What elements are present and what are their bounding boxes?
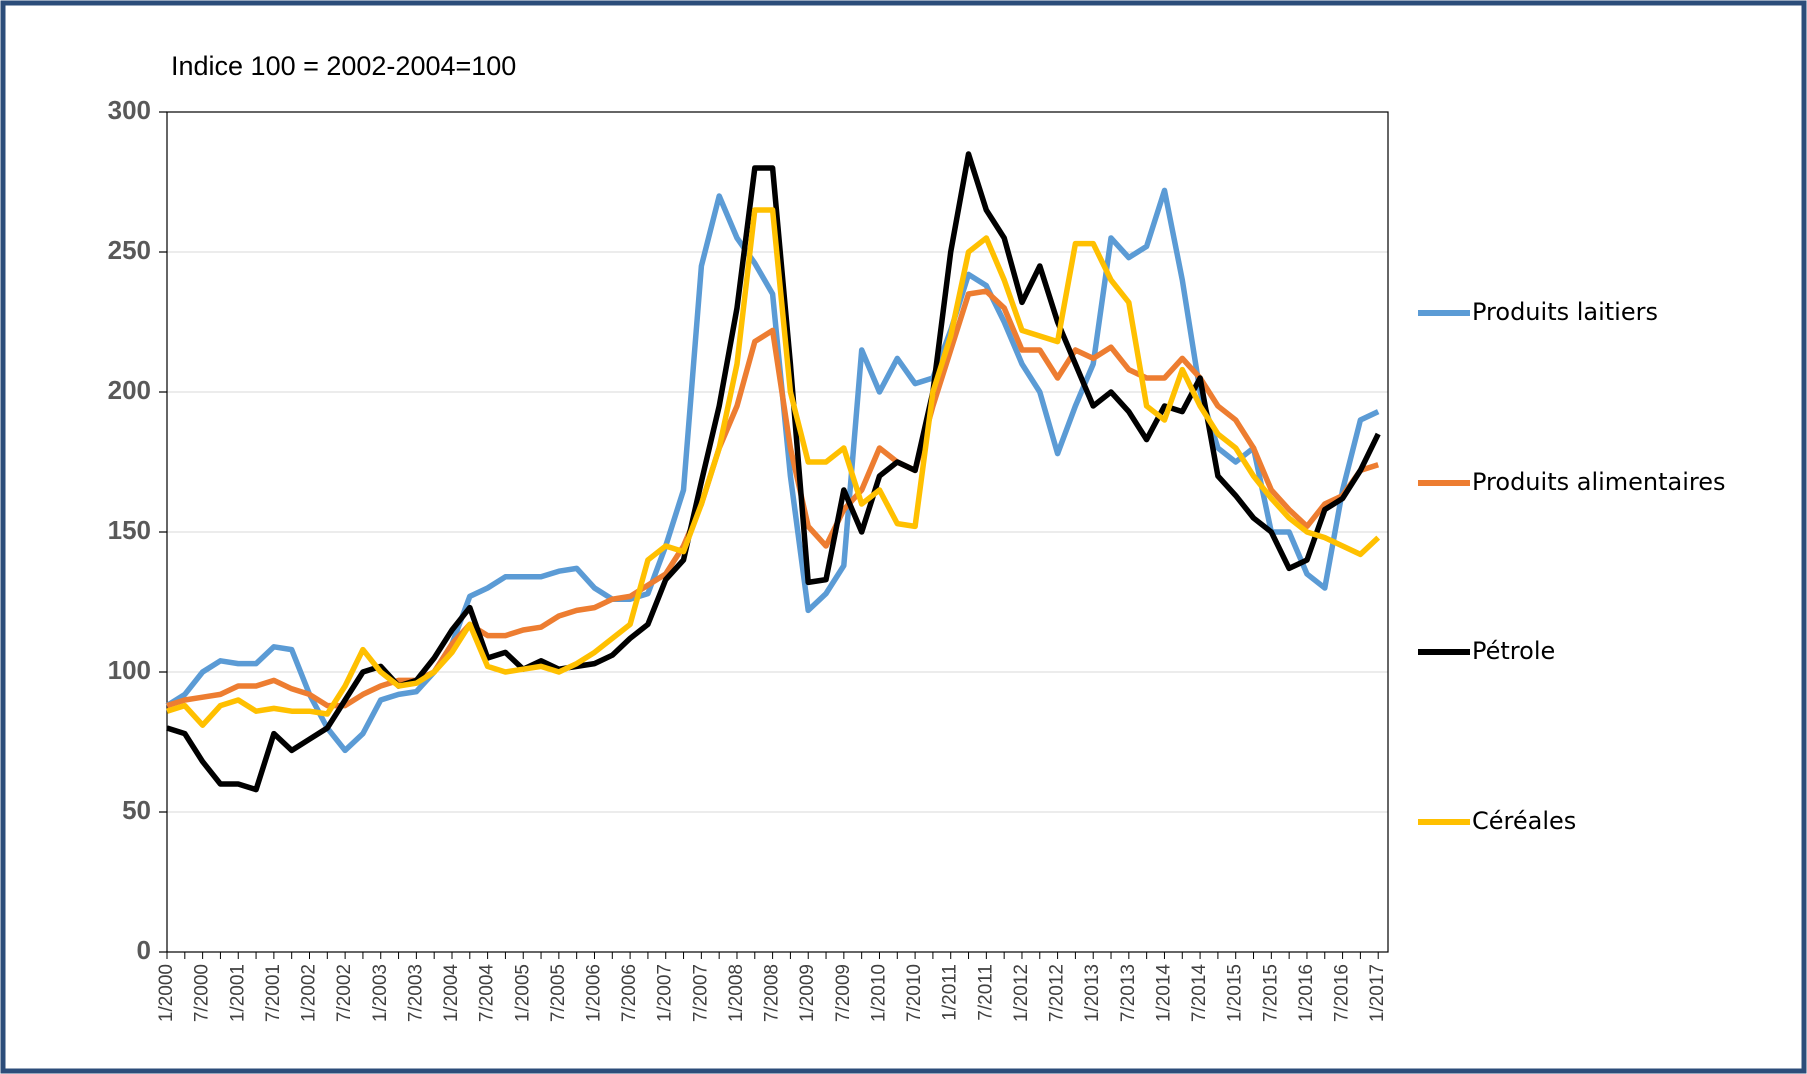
x-tick-label: 1/2016	[1296, 964, 1317, 1022]
x-tick-label: 1/2013	[1082, 964, 1103, 1022]
series-line	[166, 151, 1381, 793]
x-tick-label: 7/2011	[975, 964, 996, 1021]
legend-label: Pétrole	[1472, 637, 1555, 665]
y-tick-label: 250	[108, 235, 151, 265]
x-tick-label: 1/2011	[940, 964, 961, 1021]
x-tick-label: 7/2013	[1118, 964, 1139, 1022]
x-tick-label: 7/2003	[405, 964, 426, 1022]
x-tick-label: 7/2002	[334, 964, 355, 1022]
x-tick-label: 1/2017	[1367, 964, 1388, 1022]
x-tick-label: 7/2012	[1047, 964, 1068, 1022]
chart-title: Indice 100 = 2002-2004=100	[171, 51, 516, 81]
legend-label: Produits laitiers	[1472, 298, 1658, 326]
x-tick-label: 7/2004	[477, 964, 498, 1023]
x-tick-label: 1/2014	[1153, 964, 1174, 1023]
x-tick-label: 1/2012	[1011, 964, 1032, 1022]
x-tick-label: 7/2008	[762, 964, 783, 1022]
y-tick-label: 300	[108, 95, 151, 125]
x-tick-label: 7/2014	[1189, 964, 1210, 1023]
y-tick-label: 200	[108, 375, 151, 405]
x-tick-label: 1/2007	[655, 964, 676, 1022]
x-tick-label: 1/2001	[227, 964, 248, 1022]
x-tick-label: 1/2009	[797, 964, 818, 1022]
x-tick-label: 7/2007	[690, 964, 711, 1022]
series-line	[166, 288, 1380, 709]
x-tick-label: 7/2009	[833, 964, 854, 1022]
x-tick-label: 7/2005	[548, 964, 569, 1022]
legend-label: Produits alimentaires	[1472, 468, 1726, 496]
y-tick-label: 150	[108, 515, 151, 545]
y-tick-label: 50	[122, 795, 151, 825]
legend-label: Céréales	[1472, 807, 1576, 835]
series-line	[165, 187, 1380, 754]
x-tick-label: 7/2010	[904, 964, 925, 1022]
x-tick-label: 7/2006	[619, 964, 640, 1022]
y-tick-label: 0	[137, 935, 151, 965]
x-tick-label: 1/2005	[512, 964, 533, 1022]
x-tick-label: 1/2008	[726, 964, 747, 1022]
x-tick-label: 1/2004	[441, 964, 462, 1023]
x-tick-label: 1/2003	[370, 964, 391, 1022]
x-tick-label: 7/2000	[192, 964, 213, 1022]
x-tick-label: 7/2015	[1260, 964, 1281, 1022]
x-tick-label: 7/2016	[1332, 964, 1353, 1022]
plot-border	[166, 111, 1389, 953]
x-tick-label: 1/2010	[868, 964, 889, 1022]
y-tick-label: 100	[108, 655, 151, 685]
x-tick-label: 7/2001	[263, 964, 284, 1022]
x-tick-label: 1/2000	[156, 964, 177, 1022]
x-tick-label: 1/2002	[299, 964, 320, 1022]
x-tick-label: 1/2015	[1225, 964, 1246, 1022]
series-line	[166, 207, 1381, 728]
x-tick-label: 1/2006	[583, 964, 604, 1022]
